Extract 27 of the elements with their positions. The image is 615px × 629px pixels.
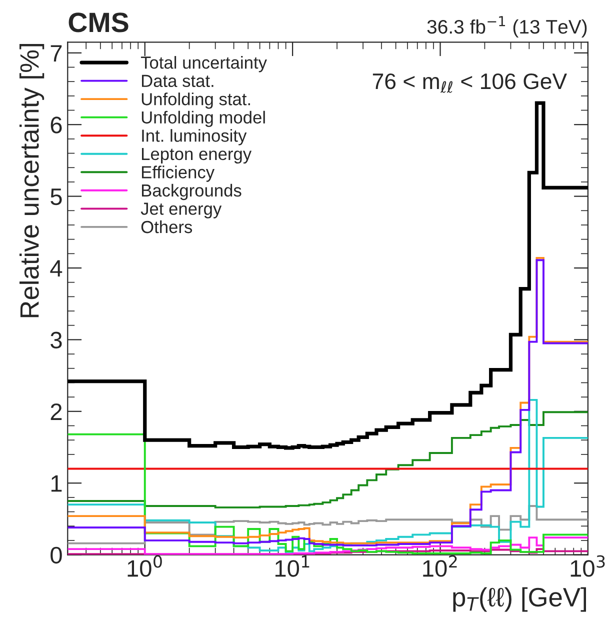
y-axis-title: Relative uncertainty [%] (20, 44, 44, 318)
legend-label: Others (141, 220, 192, 234)
annotation: 76 < m$_{ℓℓ}$ < 106 GeV (372, 73, 567, 93)
y-tick-label: 3 (50, 332, 62, 348)
x-tick-label: 10$^{1}$ (275, 556, 310, 577)
y-tick-label: 0 (50, 546, 62, 564)
y-tick-label: 2 (50, 403, 62, 420)
legend-label: Int. luminosity (142, 129, 247, 146)
legend-label: Unfolding model (142, 110, 265, 128)
y-tick-label: 5 (50, 188, 62, 206)
chart-title: CMS (68, 12, 128, 32)
legend-label: Jet energy (140, 202, 222, 218)
chart-subtitle: 36.3 fb$^{−1}$ (13 TeV) (427, 16, 587, 38)
legend-label: Unfolding stat. (142, 92, 250, 109)
legend-label: Total uncertainty (140, 56, 267, 72)
y-tick-label: 4 (50, 260, 62, 277)
legend-label: Efficiency (142, 166, 215, 182)
legend-label: Data stat. (142, 74, 214, 88)
y-tick-label: 6 (50, 116, 62, 134)
legend-label: Backgrounds (142, 184, 242, 200)
legend-label: Lepton energy (142, 148, 252, 164)
x-tick-label: 10$^{0}$ (128, 555, 162, 577)
x-axis-title: p$_{T}$(ℓℓ) [GeV] (453, 587, 586, 612)
y-tick-label: 7 (50, 45, 62, 62)
x-tick-label: 10$^{3}$ (570, 555, 605, 577)
x-tick-label: 10$^{2}$ (423, 555, 457, 577)
y-tick-label: 1 (51, 475, 62, 492)
